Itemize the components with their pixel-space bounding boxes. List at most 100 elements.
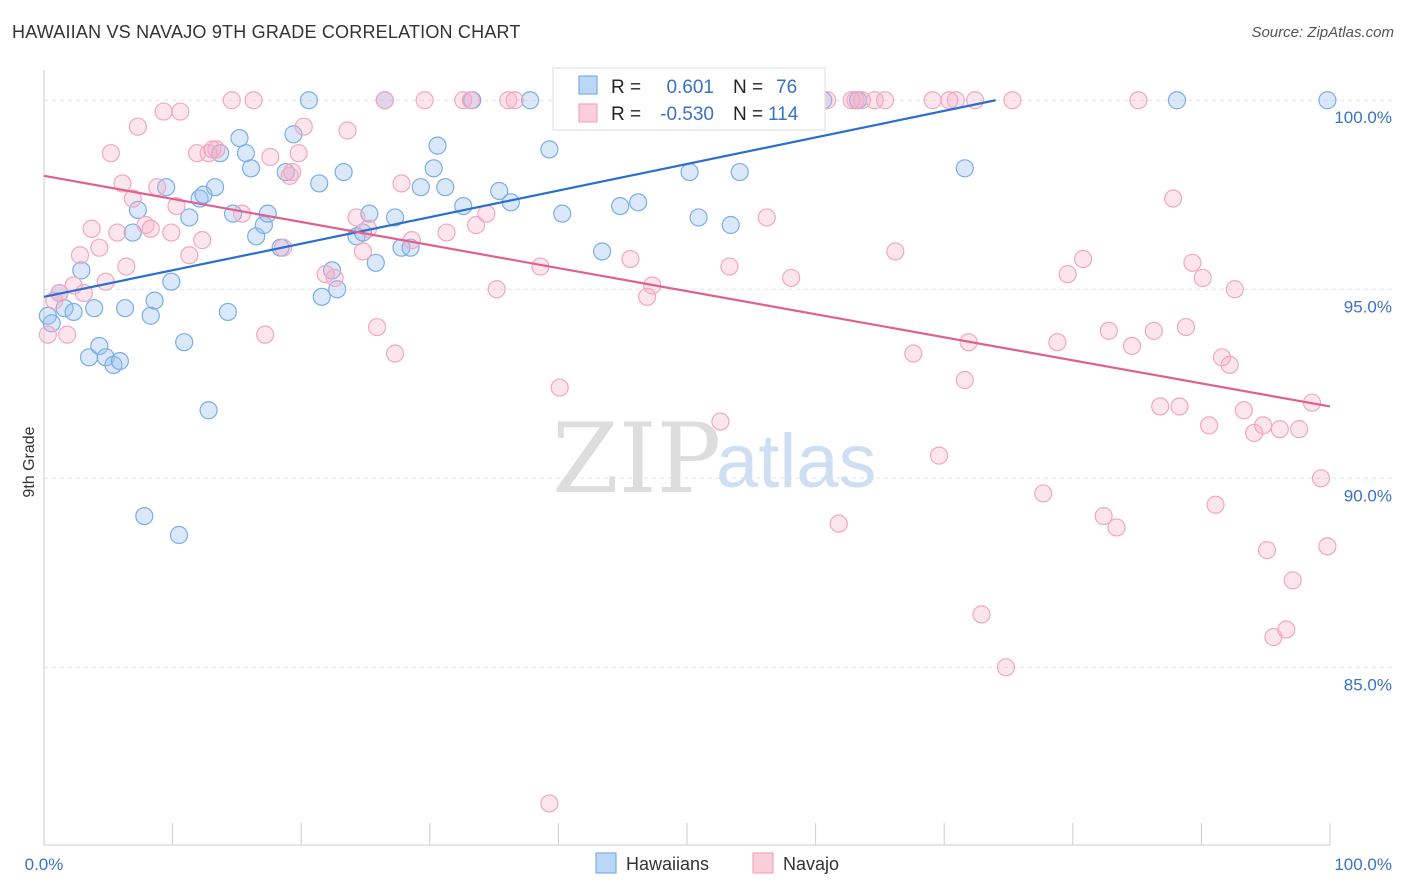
navajo-point-91 bbox=[1048, 333, 1067, 352]
navajo-point-48 bbox=[392, 174, 411, 193]
x-tick-labels: 0.0% 100.0% bbox=[25, 855, 1392, 874]
navajo-point-73 bbox=[842, 91, 861, 110]
navajo-point-102 bbox=[1170, 397, 1189, 416]
navajo-point-70 bbox=[782, 268, 801, 288]
hawaiians-point-64 bbox=[593, 242, 612, 261]
watermark: ZIP atlas bbox=[552, 403, 877, 515]
navajo-point-33 bbox=[261, 147, 280, 167]
navajo-point-111 bbox=[1234, 401, 1253, 420]
navajo-point-9 bbox=[96, 272, 115, 291]
watermark-zip: ZIP bbox=[552, 403, 721, 515]
navajo-point-84 bbox=[955, 370, 974, 390]
navajo-point-39 bbox=[316, 265, 335, 284]
navajo-point-121 bbox=[1311, 469, 1331, 488]
navajo-point-75 bbox=[852, 91, 871, 110]
hawaiians-point-55 bbox=[428, 136, 447, 155]
axes bbox=[43, 70, 1331, 846]
navajo-point-52 bbox=[454, 91, 473, 110]
navajo-r-label: R = bbox=[611, 104, 641, 125]
navajo-point-23 bbox=[180, 246, 199, 265]
hawaiians-n-label: N = bbox=[733, 77, 763, 98]
navajo-point-31 bbox=[244, 91, 263, 110]
navajo-point-101 bbox=[1164, 189, 1183, 208]
navajo-point-8 bbox=[90, 238, 109, 257]
navajo-point-10 bbox=[101, 144, 120, 163]
navajo-point-60 bbox=[550, 378, 569, 397]
navajo-point-99 bbox=[1144, 321, 1163, 340]
navajo-point-96 bbox=[1107, 518, 1126, 537]
navajo-point-25 bbox=[193, 231, 212, 250]
navajo-point-94 bbox=[1094, 506, 1113, 526]
y-tick-label-1: 95.0% bbox=[1344, 297, 1392, 316]
hawaiians-point-62 bbox=[540, 140, 559, 159]
navajo-point-32 bbox=[256, 325, 275, 344]
navajo-point-88 bbox=[996, 658, 1016, 677]
hawaiians-point-35 bbox=[258, 204, 277, 223]
navajo-point-14 bbox=[123, 189, 142, 208]
navajo-point-47 bbox=[385, 344, 405, 363]
hawaiians-point-40 bbox=[310, 174, 329, 193]
hawaiians-point-31 bbox=[236, 144, 256, 163]
navajo-trend-line bbox=[43, 174, 1331, 408]
navajo-point-93 bbox=[1073, 249, 1093, 269]
navajo-point-57 bbox=[499, 91, 518, 110]
hawaiians-point-43 bbox=[328, 280, 347, 299]
navajo-point-11 bbox=[108, 223, 127, 242]
hawaiians-point-5 bbox=[72, 261, 91, 280]
navajo-point-66 bbox=[711, 412, 730, 431]
hawaiians-point-50 bbox=[385, 208, 405, 227]
navajo-point-90 bbox=[1034, 484, 1053, 503]
hawaiians-point-69 bbox=[721, 215, 740, 235]
navajo-point-87 bbox=[972, 605, 991, 624]
series-legend: Hawaiians Navajo bbox=[595, 852, 839, 874]
navajo-point-19 bbox=[154, 102, 173, 121]
hawaiians-trend-line bbox=[43, 99, 996, 298]
navajo-point-58 bbox=[505, 91, 524, 110]
navajo-point-42 bbox=[347, 208, 366, 227]
hawaiians-point-61 bbox=[521, 91, 540, 110]
navajo-point-78 bbox=[886, 242, 905, 261]
navajo-point-38 bbox=[294, 117, 313, 136]
navajo-point-98 bbox=[1129, 91, 1148, 110]
hawaiians-n-value: 76 bbox=[776, 77, 797, 98]
hawaiians-point-38 bbox=[284, 125, 303, 144]
navajo-point-122 bbox=[1318, 537, 1337, 556]
navajo-point-89 bbox=[1003, 91, 1022, 110]
hawaiians-r-value: 0.601 bbox=[666, 77, 714, 98]
navajo-point-53 bbox=[461, 91, 481, 110]
legend-label-navajo[interactable]: Navajo bbox=[783, 854, 839, 874]
hawaiians-point-53 bbox=[411, 178, 430, 197]
navajo-point-29 bbox=[222, 91, 241, 110]
navajo-point-95 bbox=[1099, 321, 1118, 340]
hawaiians-point-65 bbox=[611, 196, 630, 216]
hawaiians-point-41 bbox=[312, 287, 331, 306]
navajo-n-label: N = bbox=[733, 104, 763, 125]
navajo-point-104 bbox=[1183, 253, 1202, 272]
legend-label-hawaiians[interactable]: Hawaiians bbox=[626, 854, 709, 874]
chart-title: HAWAIIAN VS NAVAJO 9TH GRADE CORRELATION… bbox=[12, 22, 521, 42]
navajo-point-37 bbox=[289, 144, 308, 163]
hawaiians-point-19 bbox=[162, 272, 181, 291]
navajo-point-107 bbox=[1206, 495, 1225, 514]
hawaiians-point-32 bbox=[241, 159, 261, 178]
hawaiians-point-17 bbox=[145, 291, 164, 310]
navajo-point-76 bbox=[865, 91, 884, 110]
legend-swatch-navajo[interactable] bbox=[752, 852, 774, 874]
navajo-point-28 bbox=[207, 140, 226, 159]
hawaiians-point-11 bbox=[110, 351, 129, 371]
navajo-point-67 bbox=[720, 257, 739, 276]
legend-swatch-hawaiians[interactable] bbox=[595, 852, 617, 874]
navajo-point-27 bbox=[203, 140, 222, 159]
navajo-point-110 bbox=[1225, 280, 1244, 299]
hawaiians-point-9 bbox=[96, 348, 115, 367]
hawaiians-point-73 bbox=[955, 159, 974, 178]
hawaiians-stats-swatch bbox=[578, 75, 598, 95]
navajo-point-3 bbox=[58, 325, 77, 344]
hawaiians-r-label: R = bbox=[611, 77, 641, 98]
y-tick-label-2: 90.0% bbox=[1344, 486, 1392, 505]
navajo-point-79 bbox=[904, 344, 923, 363]
y-tick-label-0: 100.0% bbox=[1334, 108, 1392, 127]
navajo-point-41 bbox=[338, 121, 357, 140]
navajo-point-12 bbox=[113, 174, 132, 193]
navajo-n-value: 114 bbox=[768, 104, 799, 125]
